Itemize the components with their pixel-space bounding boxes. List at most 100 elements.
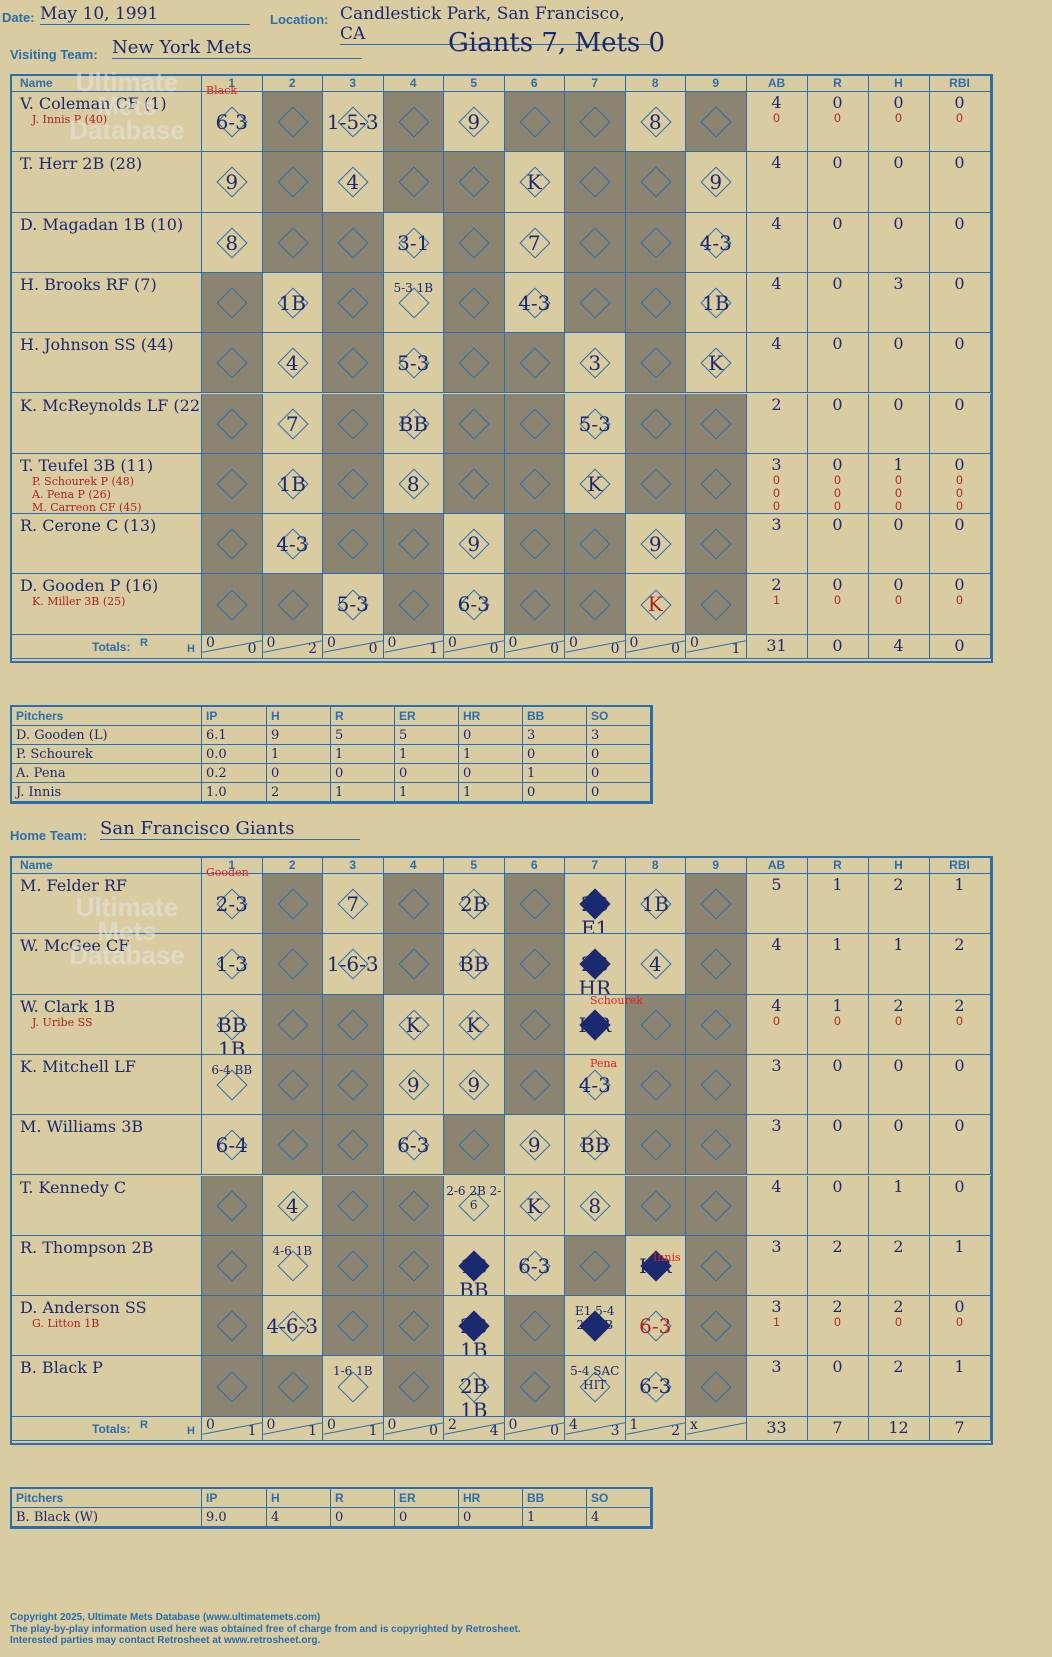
pitching-header: R — [331, 1489, 395, 1508]
base-diamond — [640, 1069, 672, 1101]
pitcher-stat: 0 — [459, 764, 523, 783]
pitcher-stat: 1 — [459, 783, 523, 802]
batter-name-cell: W. Clark 1B J. Uribe SS — [12, 994, 202, 1055]
stat-cell: 0 — [929, 1054, 991, 1116]
base-diamond — [398, 1370, 430, 1403]
at-bat-cell — [202, 1175, 263, 1236]
batter-name-cell: M. Felder RF — [12, 874, 202, 935]
inning-header: 6 — [504, 858, 565, 874]
at-bat-cell: 1-6 1B — [323, 1356, 384, 1417]
inning-hits: 0 — [550, 1422, 559, 1439]
base-diamond — [398, 166, 430, 198]
base-diamond — [398, 888, 430, 920]
inning-runs: 0 — [569, 634, 578, 651]
at-bat-cell — [444, 272, 505, 334]
play-result: 1B — [278, 290, 306, 315]
pitcher-name: P. Schourek — [12, 745, 202, 764]
stat-value: 0 — [893, 1055, 904, 1075]
base-diamond — [277, 166, 309, 198]
at-bat-cell — [262, 1356, 323, 1417]
stat-value: 2 — [893, 1357, 904, 1377]
at-bat-cell: 9 — [444, 92, 505, 153]
inning-runs: 0 — [387, 634, 397, 651]
pitching-header: H — [267, 707, 331, 726]
base-diamond — [640, 468, 672, 500]
at-bat-cell: 5-3 — [323, 574, 384, 635]
play-result: K — [708, 351, 724, 376]
stat-value: 0 — [832, 515, 843, 535]
at-bat-cell: 1B — [625, 874, 686, 935]
stat-value: 0 — [954, 213, 965, 233]
at-bat-cell — [565, 92, 626, 153]
inning-runs: 0 — [266, 1416, 276, 1433]
at-bat-cell — [323, 393, 384, 454]
play-result: 6-3 — [639, 1314, 672, 1339]
at-bat-cell: 1-5-3 — [323, 92, 384, 153]
stat-cell: 0 — [807, 272, 869, 334]
base-diamond — [640, 408, 672, 440]
at-bat-cell — [383, 1356, 444, 1417]
date-label: Date: — [2, 10, 35, 25]
stat-value: 0 — [954, 1176, 965, 1196]
pitcher-stat: 0 — [331, 1508, 395, 1527]
stat-value: 4 — [771, 273, 782, 293]
play-result: 8 — [588, 1193, 602, 1218]
stat-value: 0 — [832, 1116, 843, 1136]
stat-header: R — [807, 76, 869, 92]
at-bat-cell — [686, 514, 747, 575]
stat-total-value: 31 — [766, 635, 787, 655]
play-result: 3-1 — [397, 230, 430, 255]
base-diamond — [337, 1310, 369, 1342]
at-bat-cell: 2-3 — [202, 874, 263, 935]
base-diamond — [277, 1370, 309, 1403]
at-bat-cell — [383, 1175, 444, 1236]
base-diamond — [337, 1129, 369, 1161]
base-diamond — [519, 408, 551, 440]
inning-hits: 0 — [247, 640, 257, 657]
at-bat-cell: 5-3 1B — [383, 272, 444, 334]
at-bat-cell: 2-6 2B 2-6 — [444, 1175, 505, 1236]
batter-name: R. Thompson 2B — [20, 1237, 154, 1257]
inning-header: 9 — [686, 858, 747, 874]
inning-header: 2 — [262, 76, 323, 92]
stat-value: 2 — [771, 394, 782, 414]
play-result: 8 — [406, 471, 420, 496]
stat-value: 2 — [832, 1236, 843, 1256]
stat-cell: 2 — [807, 1235, 869, 1297]
base-diamond — [277, 1129, 309, 1161]
at-bat-cell: BB — [444, 934, 505, 995]
at-bat-cell — [504, 514, 565, 575]
stat-value: 3 — [771, 1297, 782, 1317]
play-result: 7 — [527, 230, 541, 255]
base-diamond — [337, 1190, 369, 1222]
stat-value: 4 — [771, 935, 782, 955]
stat-value: 0 — [832, 1176, 843, 1196]
pitcher-stat: 1 — [267, 745, 331, 764]
batter-name-cell: M. Williams 3B — [12, 1115, 202, 1176]
inning-hits: 2 — [671, 1422, 680, 1439]
stat-total-value: 12 — [888, 1417, 909, 1437]
at-bat-cell — [625, 1054, 686, 1116]
at-bat-cell — [504, 574, 565, 635]
inning-hits: 4 — [489, 1422, 499, 1439]
inning-runs: x — [690, 1416, 698, 1433]
pitcher-stat: 6.1 — [202, 726, 267, 745]
base-diamond — [216, 347, 248, 379]
base-diamond — [519, 888, 551, 920]
at-bat-cell — [625, 333, 686, 394]
stat-cell: 2 — [929, 934, 991, 995]
stat-cell: 0 — [807, 212, 869, 273]
at-bat-cell — [504, 994, 565, 1055]
inning-runs: 0 — [206, 1416, 215, 1433]
at-bat-cell: 6-3 — [625, 1356, 686, 1417]
at-bat-cell: 1B — [262, 272, 323, 334]
at-bat-cell — [262, 152, 323, 213]
at-bat-cell: BB — [565, 1115, 626, 1176]
base-diamond — [458, 468, 490, 500]
play-result: 4-6 1B — [272, 1243, 313, 1258]
at-bat-cell: 2B — [444, 874, 505, 935]
